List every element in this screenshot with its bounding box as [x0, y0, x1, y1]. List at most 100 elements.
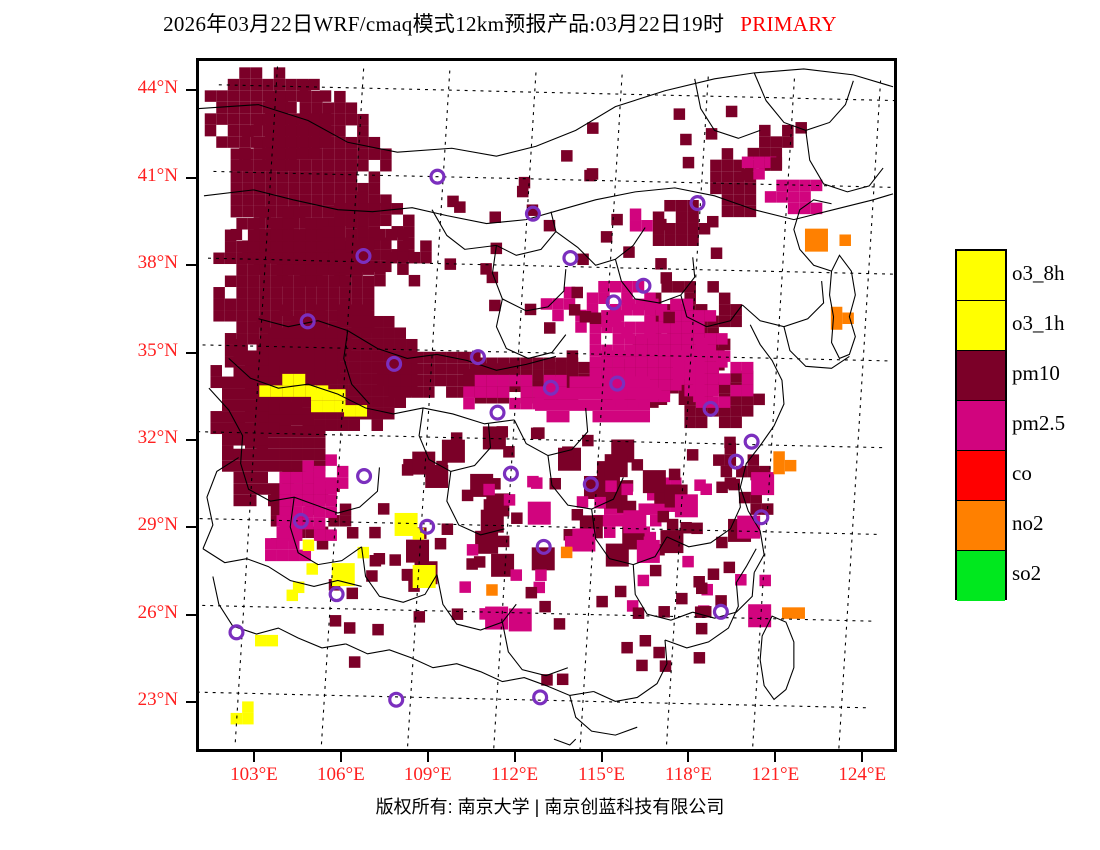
pollutant-cell	[285, 159, 297, 171]
station-marker[interactable]	[743, 433, 760, 450]
station-marker[interactable]	[712, 603, 729, 620]
pollutant-cell	[245, 448, 257, 461]
pollutant-cell	[730, 405, 742, 417]
pollutant-cell	[265, 194, 277, 206]
pollutant-cell	[351, 287, 363, 299]
pollutant-cell	[337, 304, 349, 316]
pollutant-cell	[348, 338, 361, 351]
pollutant-cell	[362, 287, 375, 299]
station-marker[interactable]	[582, 476, 599, 493]
pollutant-cell	[360, 338, 372, 351]
pollutant-cell	[718, 292, 731, 305]
meridian-line	[407, 69, 451, 747]
pollutant-cell	[555, 374, 567, 387]
station-marker[interactable]	[532, 689, 549, 706]
pollutant-cell	[566, 350, 579, 362]
station-marker[interactable]	[419, 518, 436, 535]
pollutant-cell	[764, 191, 777, 203]
pollutant-cell	[684, 292, 696, 305]
pollutant-cell	[276, 194, 289, 206]
pollutant-cell	[642, 470, 666, 494]
station-marker[interactable]	[635, 277, 652, 294]
station-marker[interactable]	[299, 313, 316, 330]
pollutant-cell	[256, 353, 269, 366]
pollutant-cell	[242, 182, 254, 195]
station-marker[interactable]	[356, 468, 373, 485]
station-marker[interactable]	[228, 624, 245, 641]
pollutant-cell	[520, 369, 533, 381]
pollutant-cell	[680, 133, 692, 146]
pollutant-cell	[288, 171, 300, 183]
station-marker[interactable]	[753, 509, 770, 526]
pollutant-cell	[302, 425, 315, 438]
station-marker[interactable]	[689, 195, 706, 212]
pollutant-cell	[489, 299, 501, 312]
station-marker[interactable]	[386, 355, 403, 372]
pollutant-cell	[759, 124, 771, 137]
pollutant-cell	[675, 199, 688, 212]
pollutant-cell	[644, 315, 656, 327]
pollutant-cell	[302, 407, 315, 420]
pollutant-cell	[612, 367, 625, 380]
pollutant-cell	[735, 574, 747, 586]
station-marker[interactable]	[502, 465, 519, 482]
pollutant-cell	[473, 556, 486, 568]
pollutant-cell	[684, 281, 696, 293]
pollutant-cell	[795, 122, 807, 134]
station-marker[interactable]	[535, 538, 552, 555]
pollutant-cell	[334, 203, 346, 215]
pollutant-cell	[425, 464, 449, 488]
station-marker[interactable]	[429, 168, 446, 185]
pollutant-cell	[799, 179, 811, 192]
pollutant-cell	[227, 136, 240, 148]
pollutant-cell	[733, 194, 745, 206]
pollutant-cell	[787, 191, 800, 203]
pollutant-cell	[638, 387, 651, 400]
station-marker[interactable]	[562, 249, 579, 267]
pollutant-cell	[357, 226, 369, 238]
station-markers[interactable]	[228, 168, 770, 708]
station-marker[interactable]	[328, 586, 345, 603]
pollutant-cell	[572, 528, 596, 552]
station-marker[interactable]	[524, 205, 541, 222]
pollutant-cell	[631, 459, 644, 471]
pollutant-cell	[222, 376, 234, 389]
station-marker[interactable]	[728, 453, 745, 470]
y-axis-tick-label: 23°N	[137, 689, 178, 711]
station-marker[interactable]	[469, 349, 487, 366]
pollutant-cell	[371, 407, 384, 420]
pollutant-cell	[400, 363, 412, 375]
pollutant-cell	[609, 280, 622, 293]
pollutant-cell	[741, 384, 754, 397]
station-marker[interactable]	[388, 691, 405, 708]
station-marker[interactable]	[542, 379, 559, 396]
pollutant-cell	[288, 182, 300, 195]
pollutant-cell	[733, 182, 745, 195]
pollutant-cell	[291, 460, 303, 472]
pollutant-cell	[389, 554, 401, 566]
pollutant-cell	[368, 214, 381, 227]
pollutant-cell	[401, 464, 414, 476]
station-marker[interactable]	[605, 294, 622, 311]
pollutant-cell	[230, 171, 243, 183]
pollutant-cell	[322, 205, 335, 218]
pollutant-cell	[629, 220, 642, 232]
pollutant-cell	[759, 147, 771, 160]
pollutant-cell	[286, 589, 299, 602]
pollutant-cell	[224, 298, 237, 311]
station-marker[interactable]	[702, 400, 719, 417]
station-marker[interactable]	[609, 375, 626, 392]
pollutant-cell	[279, 350, 292, 362]
station-marker[interactable]	[489, 404, 506, 421]
pollutant-cell	[562, 446, 574, 458]
pollutant-cell	[357, 113, 369, 126]
station-marker[interactable]	[355, 247, 372, 265]
pollutant-cell	[293, 252, 306, 265]
pollutant-cell	[308, 147, 320, 160]
pollutant-cell	[533, 581, 546, 594]
station-marker[interactable]	[292, 512, 309, 529]
map-plot-area[interactable]	[196, 58, 897, 752]
pollutant-cell	[302, 448, 315, 461]
pollutant-cell	[770, 136, 783, 148]
